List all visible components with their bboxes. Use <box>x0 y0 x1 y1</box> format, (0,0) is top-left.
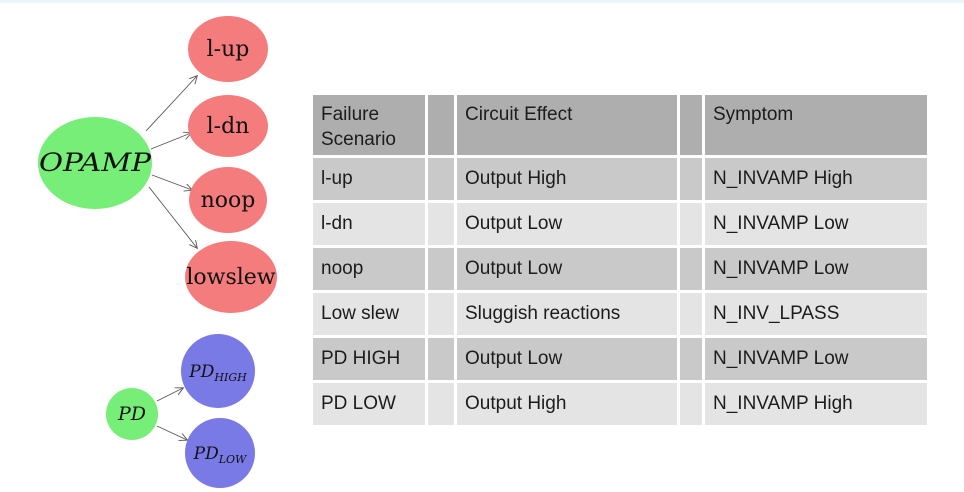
fault-tree-diagram: OPAMP l-up l-dn noop lowslew PD PDHIGH P… <box>38 16 277 488</box>
cell-scenario: noop <box>313 248 425 290</box>
opamp-root-node <box>38 117 152 209</box>
cell-spacer <box>680 248 702 290</box>
cell-symptom: N_INV_LPASS <box>705 293 927 335</box>
cell-symptom: N_INVAMP Low <box>705 203 927 245</box>
edge-opamp-lowslew <box>148 186 197 248</box>
cell-effect: Output High <box>457 383 677 425</box>
cell-spacer <box>680 338 702 380</box>
lowslew-node <box>185 241 277 313</box>
cell-spacer <box>428 158 454 200</box>
cell-effect: Output High <box>457 158 677 200</box>
pd-root-node <box>106 388 158 440</box>
top-accent-strip <box>0 0 964 3</box>
pd-high-node <box>181 334 255 408</box>
noop-label: noop <box>201 188 256 213</box>
cell-spacer <box>428 383 454 425</box>
edge-pd-high <box>156 388 183 402</box>
edge-opamp-noop <box>151 174 192 190</box>
cell-spacer <box>428 338 454 380</box>
cell-effect: Output Low <box>457 203 677 245</box>
cell-spacer <box>428 203 454 245</box>
cell-spacer <box>428 293 454 335</box>
noop-node <box>189 167 267 233</box>
header-spacer <box>680 95 702 155</box>
cell-symptom: N_INVAMP Low <box>705 248 927 290</box>
cell-spacer <box>680 293 702 335</box>
opamp-root-label: OPAMP <box>39 148 152 177</box>
cell-effect: Output Low <box>457 338 677 380</box>
pd-low-label: PDLOW <box>193 444 248 466</box>
header-circuit-effect: Circuit Effect <box>457 95 677 155</box>
cell-scenario: l-dn <box>313 203 425 245</box>
edge-opamp-lup <box>145 76 197 132</box>
header-symptom: Symptom <box>705 95 927 155</box>
lowslew-label: lowslew <box>186 265 275 290</box>
header-failure-scenario: Failure Scenario <box>313 95 425 155</box>
pd-high-label: PDHIGH <box>188 362 247 384</box>
cell-scenario: Low slew <box>313 293 425 335</box>
cell-spacer <box>680 203 702 245</box>
edge-opamp-ldn <box>150 133 191 150</box>
cell-symptom: N_INVAMP Low <box>705 338 927 380</box>
pd-root-label: PD <box>117 403 146 425</box>
cell-symptom: N_INVAMP High <box>705 383 927 425</box>
cell-effect: Sluggish reactions <box>457 293 677 335</box>
ldn-node <box>188 95 268 157</box>
edge-pd-low <box>156 425 187 440</box>
header-spacer <box>428 95 454 155</box>
pd-low-node <box>185 418 255 488</box>
ldn-label: l-dn <box>207 114 250 139</box>
cell-scenario: PD HIGH <box>313 338 425 380</box>
failure-symptom-table: Failure Scenario Circuit Effect Symptom … <box>313 95 927 425</box>
cell-effect: Output Low <box>457 248 677 290</box>
lup-label: l-up <box>207 37 250 62</box>
cell-symptom: N_INVAMP High <box>705 158 927 200</box>
lup-node <box>188 16 268 82</box>
cell-spacer <box>680 383 702 425</box>
cell-scenario: PD LOW <box>313 383 425 425</box>
cell-spacer <box>680 158 702 200</box>
cell-spacer <box>428 248 454 290</box>
cell-scenario: l-up <box>313 158 425 200</box>
